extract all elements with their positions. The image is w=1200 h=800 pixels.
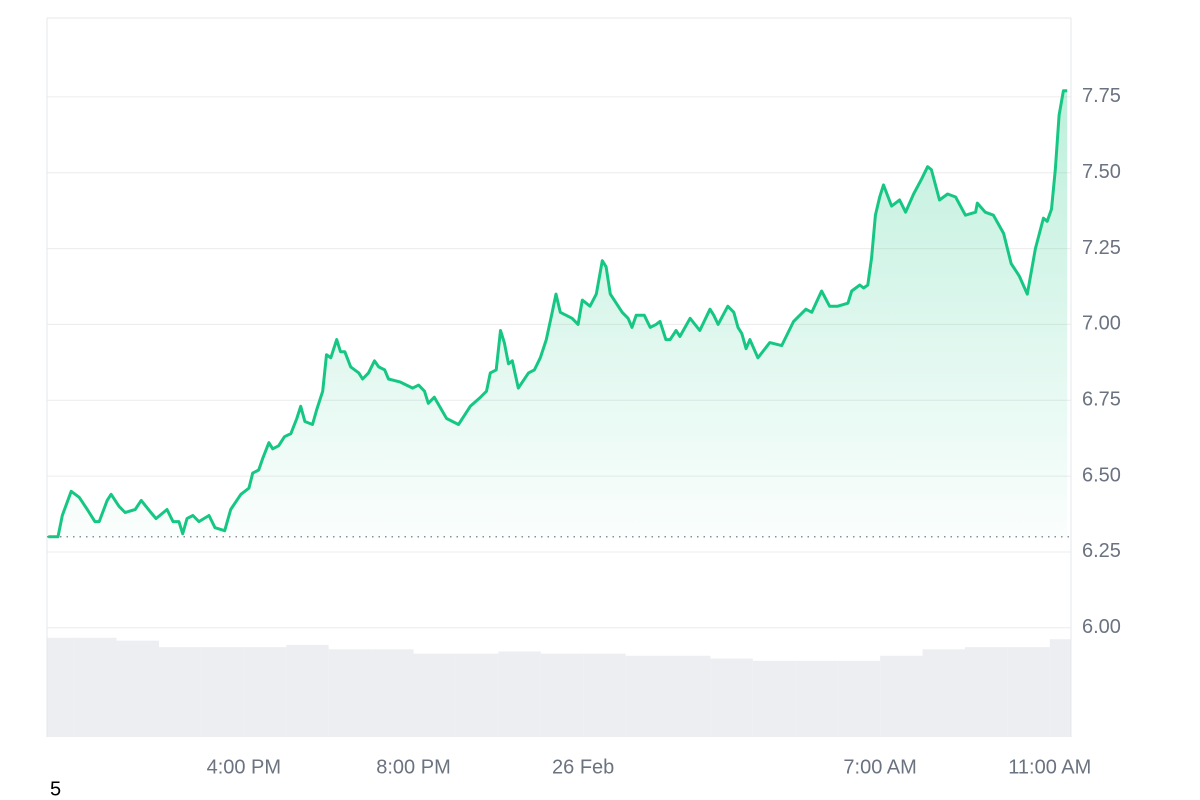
- volume-bar: [1007, 647, 1050, 737]
- volume-bar: [74, 637, 117, 737]
- volume-bar: [922, 649, 965, 737]
- volume-bar: [795, 660, 838, 737]
- volume-bar: [880, 655, 923, 737]
- volume-bar: [540, 653, 584, 737]
- y-tick-label: 6.75: [1082, 389, 1121, 411]
- volume-bar: [625, 655, 669, 737]
- volume-bar: [964, 647, 1008, 737]
- x-tick-label: 8:00 PM: [376, 756, 450, 778]
- volume-bar: [837, 660, 881, 737]
- volume-bar: [668, 655, 711, 737]
- x-tick-label: 26 Feb: [552, 756, 614, 778]
- volume-bar: [752, 660, 796, 737]
- price-series: [47, 89, 1071, 539]
- volume-bar: [413, 653, 456, 737]
- volume-bar: [455, 653, 499, 737]
- price-line: [48, 89, 1068, 539]
- volume-bar: [1049, 639, 1071, 737]
- volume-bar: [498, 651, 541, 737]
- volume-bar: [710, 658, 753, 737]
- y-tick-label: 6.25: [1082, 540, 1121, 562]
- x-tick-label: 7:00 AM: [843, 756, 916, 778]
- volume-bar: [47, 637, 75, 737]
- volume-bar: [371, 649, 414, 737]
- y-tick-label: 7.50: [1082, 161, 1121, 183]
- volume-bars: [47, 637, 1071, 737]
- volume-bar: [201, 647, 244, 737]
- volume-bar: [286, 644, 329, 737]
- annotation: 5: [50, 778, 61, 800]
- y-tick-label: 7.75: [1082, 85, 1121, 107]
- volume-bar: [583, 653, 626, 737]
- x-tick-label: 11:00 AM: [1008, 756, 1091, 778]
- y-tick-label: 6.00: [1082, 616, 1121, 638]
- volume-bar: [328, 649, 372, 737]
- x-tick-label: 4:00 PM: [207, 756, 281, 778]
- volume-bar: [243, 647, 287, 737]
- area-fill: [48, 90, 1068, 537]
- y-tick-label: 6.50: [1082, 464, 1121, 486]
- volume-bar: [158, 647, 202, 737]
- volume-bar: [116, 640, 159, 737]
- y-tick-label: 7.25: [1082, 237, 1121, 259]
- y-tick-label: 7.00: [1082, 313, 1121, 335]
